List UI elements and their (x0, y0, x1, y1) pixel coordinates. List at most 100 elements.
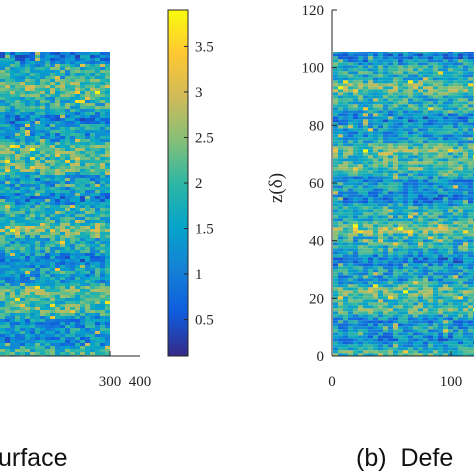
heatmap-cell (20, 328, 25, 331)
heatmap-cell (40, 73, 45, 76)
heatmap-cell (35, 121, 40, 124)
heatmap-cell (20, 214, 25, 217)
heatmap-cell (60, 115, 65, 118)
heatmap-cell (358, 110, 363, 114)
heatmap-cell (333, 140, 338, 144)
heatmap-cell (338, 62, 343, 66)
heatmap-cell (35, 262, 40, 265)
heatmap-cell (468, 143, 473, 147)
heatmap-cell (408, 257, 413, 261)
heatmap-cell (5, 142, 10, 145)
heatmap-cell (105, 58, 110, 61)
heatmap-cell (468, 95, 473, 99)
heatmap-cell (433, 257, 438, 261)
heatmap-cell (0, 193, 5, 196)
heatmap-cell (20, 337, 25, 340)
heatmap-cell (403, 329, 408, 333)
heatmap-cell (403, 188, 408, 192)
heatmap-cell (363, 68, 368, 72)
heatmap-cell (65, 235, 70, 238)
heatmap-cell (85, 298, 90, 301)
heatmap-cell (433, 185, 438, 189)
heatmap-cell (418, 104, 423, 108)
heatmap-cell (378, 134, 383, 138)
heatmap-cell (15, 73, 20, 76)
heatmap-cell (50, 154, 55, 157)
heatmap-cell (408, 299, 413, 303)
heatmap-cell (368, 329, 373, 333)
heatmap-cell (453, 320, 458, 324)
heatmap-cell (458, 161, 463, 165)
heatmap-cell (35, 223, 40, 226)
heatmap-cell (35, 151, 40, 154)
heatmap-cell (403, 74, 408, 78)
heatmap-cell (40, 148, 45, 151)
heatmap-cell (105, 313, 110, 316)
heatmap-cell (90, 349, 95, 352)
heatmap-cell (70, 70, 75, 73)
heatmap-cell (463, 251, 468, 255)
heatmap-cell (333, 278, 338, 282)
heatmap-cell (353, 326, 358, 330)
heatmap-cell (443, 191, 448, 195)
heatmap-cell (50, 349, 55, 352)
heatmap-cell (403, 281, 408, 285)
heatmap-cell (0, 319, 5, 322)
heatmap-cell (15, 55, 20, 58)
heatmap-cell (448, 227, 453, 231)
heatmap-cell (373, 329, 378, 333)
heatmap-cell (30, 292, 35, 295)
heatmap-cell (75, 172, 80, 175)
heatmap-cell (85, 346, 90, 349)
heatmap-cell (458, 167, 463, 171)
heatmap-cell (463, 110, 468, 114)
heatmap-cell (65, 283, 70, 286)
heatmap-cell (468, 107, 473, 111)
heatmap-cell (463, 311, 468, 315)
heatmap-cell (448, 293, 453, 297)
heatmap-cell (468, 293, 473, 297)
heatmap-cell (80, 124, 85, 127)
heatmap-cell (468, 65, 473, 69)
heatmap-cell (418, 332, 423, 336)
heatmap-cell (363, 278, 368, 282)
heatmap-cell (333, 137, 338, 141)
heatmap-cell (70, 127, 75, 130)
heatmap-cell (393, 215, 398, 219)
heatmap-cell (35, 193, 40, 196)
heatmap-cell (40, 91, 45, 94)
heatmap-cell (70, 145, 75, 148)
heatmap-cell (40, 247, 45, 250)
heatmap-cell (463, 239, 468, 243)
heatmap-cell (463, 98, 468, 102)
heatmap-cell (458, 122, 463, 126)
heatmap-cell (95, 268, 100, 271)
heatmap-cell (15, 64, 20, 67)
heatmap-cell (25, 163, 30, 166)
heatmap-cell (50, 268, 55, 271)
heatmap-cell (373, 284, 378, 288)
heatmap-cell (393, 86, 398, 90)
heatmap-cell (373, 152, 378, 156)
heatmap-cell (65, 139, 70, 142)
heatmap-cell (85, 151, 90, 154)
heatmap-cell (418, 107, 423, 111)
heatmap-cell (463, 326, 468, 330)
heatmap-cell (100, 52, 105, 55)
heatmap-cell (373, 191, 378, 195)
heatmap-cell (378, 281, 383, 285)
heatmap-cell (388, 320, 393, 324)
heatmap-cell (453, 104, 458, 108)
heatmap-cell (100, 274, 105, 277)
heatmap-cell (85, 277, 90, 280)
heatmap-cell (368, 194, 373, 198)
heatmap-cell (453, 167, 458, 171)
heatmap-cell (10, 175, 15, 178)
heatmap-cell (25, 253, 30, 256)
heatmap-cell (408, 74, 413, 78)
heatmap-cell (433, 179, 438, 183)
heatmap-cell (373, 236, 378, 240)
heatmap-cell (343, 170, 348, 174)
heatmap-cell (448, 74, 453, 78)
heatmap-cell (358, 143, 363, 147)
